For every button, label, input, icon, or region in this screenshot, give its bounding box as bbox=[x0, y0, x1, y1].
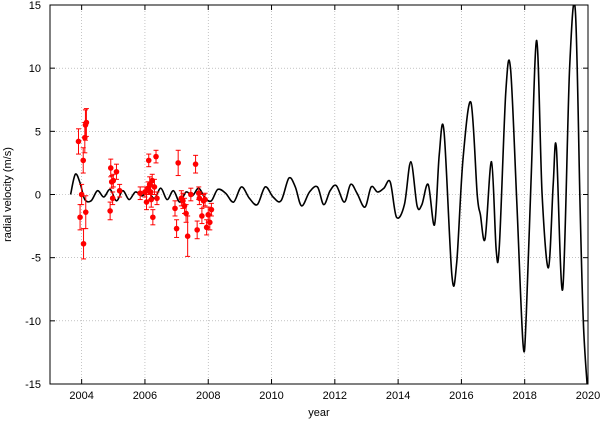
data-point bbox=[142, 189, 148, 195]
data-point bbox=[143, 199, 150, 205]
data-point bbox=[80, 240, 87, 247]
data-point bbox=[188, 191, 194, 198]
data-point bbox=[183, 210, 189, 217]
data-point bbox=[192, 161, 199, 167]
data-point bbox=[172, 205, 178, 212]
data-point bbox=[175, 160, 181, 166]
x-tick-label: 2018 bbox=[512, 390, 536, 402]
data-point bbox=[78, 191, 85, 198]
data-point bbox=[109, 195, 116, 202]
plot-frame bbox=[49, 4, 589, 385]
y-tick-label: 5 bbox=[35, 126, 41, 138]
model-curve-group bbox=[69, 5, 588, 384]
data-point bbox=[207, 219, 213, 226]
data-point bbox=[107, 208, 113, 214]
x-tick-label: 2006 bbox=[133, 390, 157, 402]
axis-ticks: 2004 2006 2008 2010 2012 2014 2016 2018 2020 -15 -… bbox=[25, 0, 600, 402]
data-point bbox=[208, 206, 215, 213]
data-point bbox=[194, 227, 200, 233]
data-point bbox=[154, 195, 160, 202]
data-point bbox=[153, 153, 159, 160]
x-tick-label: 2020 bbox=[576, 390, 600, 402]
data-point bbox=[173, 225, 180, 232]
data-point bbox=[75, 138, 82, 145]
data-point bbox=[110, 177, 117, 184]
data-point bbox=[203, 224, 210, 231]
data-point bbox=[184, 233, 191, 239]
y-tick-label: 0 bbox=[35, 190, 41, 202]
grid-lines bbox=[50, 4, 589, 385]
y-tick-label: -5 bbox=[31, 253, 41, 265]
x-tick-label: 2014 bbox=[386, 390, 410, 402]
y-axis-label: radial velocity (m/s) bbox=[2, 147, 14, 242]
y-tick-label: -15 bbox=[25, 379, 41, 391]
x-tick-label: 2010 bbox=[259, 390, 283, 402]
data-point bbox=[150, 214, 156, 221]
observation-points-group bbox=[75, 108, 215, 260]
x-tick-label: 2016 bbox=[449, 390, 473, 402]
y-tick-label: 15 bbox=[29, 0, 41, 12]
data-point bbox=[83, 119, 90, 126]
data-point bbox=[199, 213, 205, 219]
y-tick-label: -10 bbox=[25, 316, 41, 328]
y-tick-label: 10 bbox=[29, 63, 41, 75]
x-tick-label: 2012 bbox=[323, 390, 347, 402]
x-tick-label: 2008 bbox=[196, 390, 220, 402]
x-tick-label: 2004 bbox=[69, 390, 93, 402]
data-point bbox=[113, 168, 120, 175]
data-point bbox=[151, 184, 158, 190]
data-point bbox=[195, 190, 202, 197]
data-point bbox=[116, 187, 123, 194]
x-axis-label: year bbox=[308, 407, 330, 419]
data-point bbox=[148, 196, 155, 203]
data-point bbox=[196, 195, 203, 202]
data-point bbox=[202, 196, 208, 203]
data-point bbox=[80, 157, 87, 164]
data-point bbox=[107, 165, 114, 171]
data-point bbox=[82, 209, 89, 215]
data-point bbox=[145, 157, 152, 164]
data-point bbox=[137, 190, 143, 197]
data-point bbox=[77, 214, 83, 221]
model-curve bbox=[69, 5, 588, 384]
